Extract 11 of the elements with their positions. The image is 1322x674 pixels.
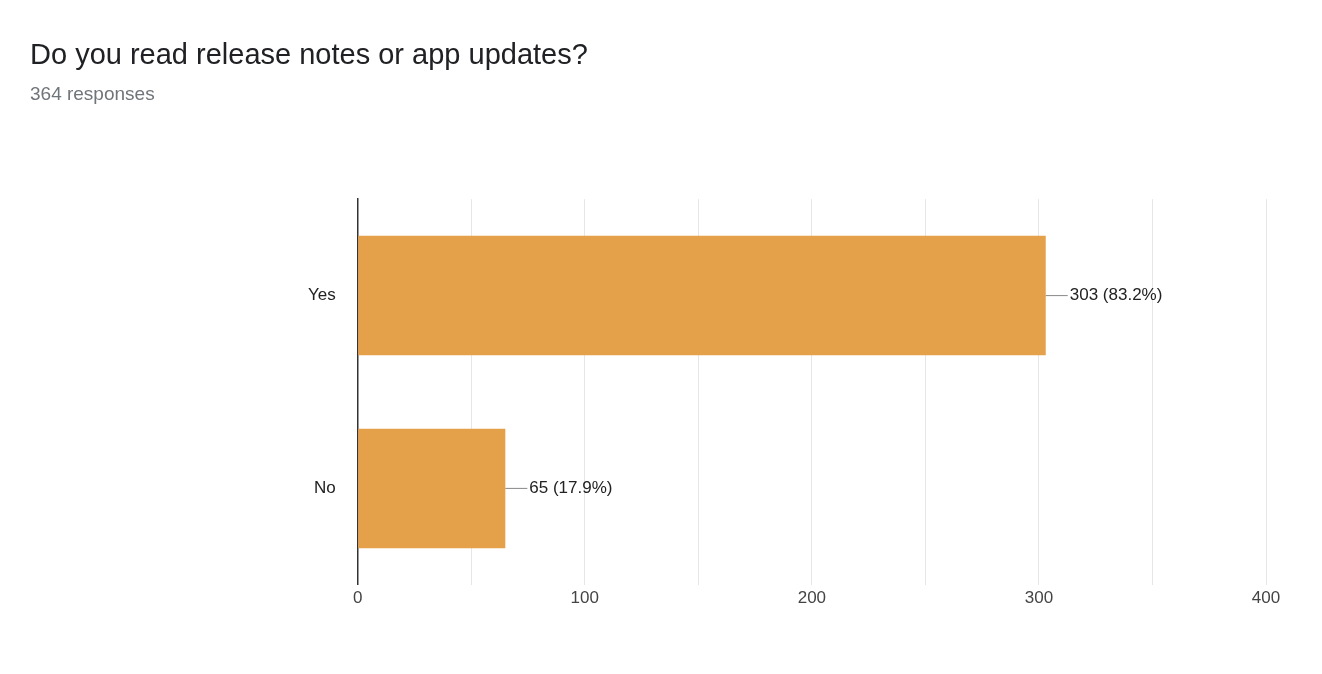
x-tick-label: 200	[797, 587, 827, 607]
y-tick-label: Yes	[308, 285, 336, 305]
data-label: 303 (83.2%)	[1069, 285, 1163, 305]
x-tick-label: 0	[353, 587, 363, 607]
x-tick-label: 100	[570, 587, 599, 607]
x-tick-label: 400	[1251, 587, 1281, 607]
chart-title: Do you read release notes or app updates?	[29, 37, 589, 71]
y-tick-label: No	[314, 478, 336, 498]
x-tick-label: 300	[1024, 587, 1054, 607]
text: 364 responses	[29, 83, 156, 105]
data-label: 65 (17.9%)	[529, 478, 613, 498]
